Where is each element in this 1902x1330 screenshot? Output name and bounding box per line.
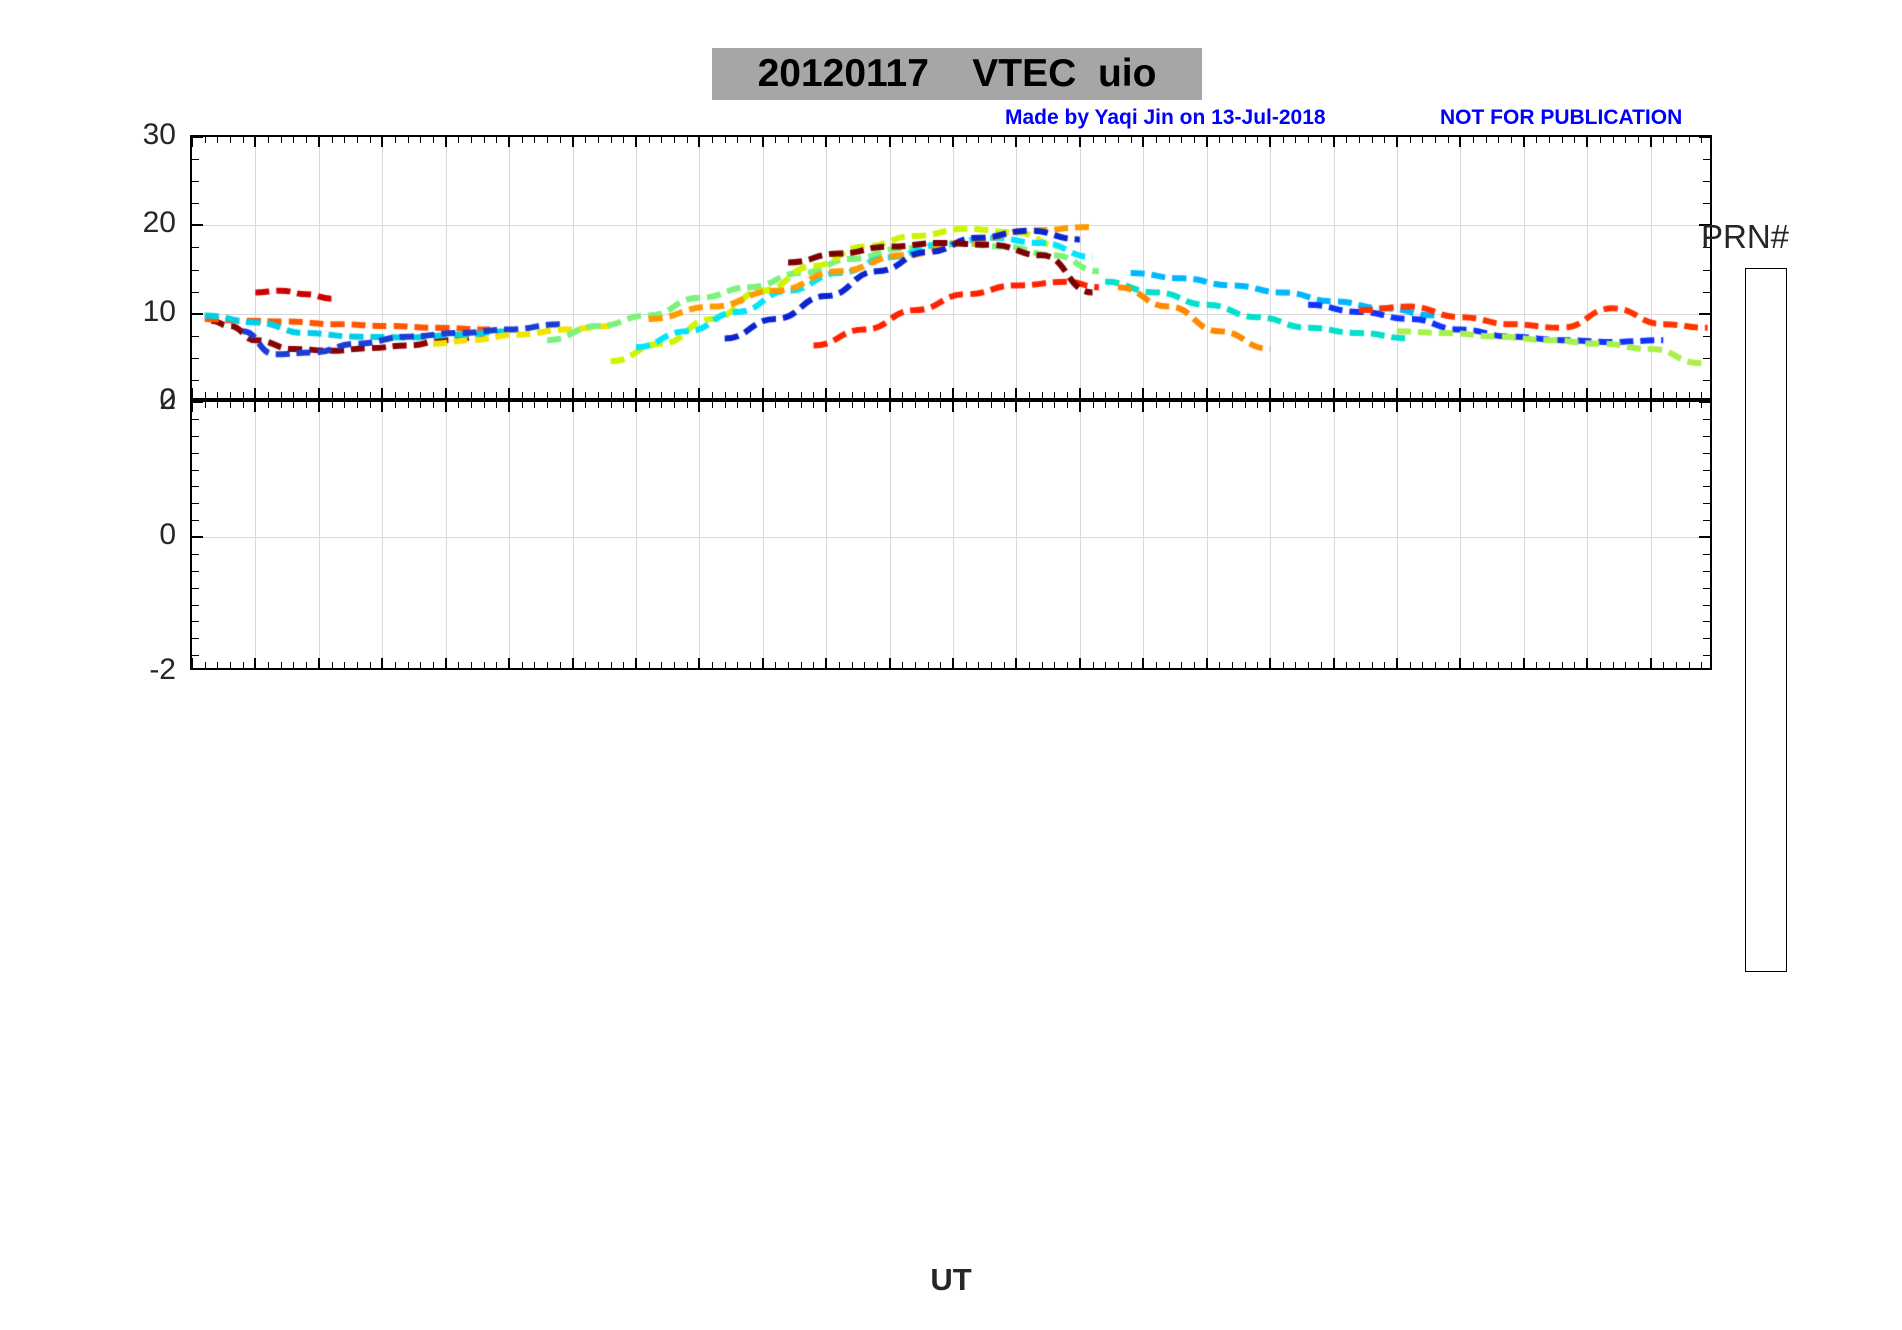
plot-panel-vtec — [190, 135, 1712, 400]
y-tick-label-vtec-0: 30 — [142, 118, 176, 151]
data-layer-rot — [192, 402, 1710, 668]
credit-line: Made by Yaqi Jin on 13-Jul-2018 NOT FOR … — [1005, 106, 1765, 132]
y-tick-label-vtec-2: 10 — [142, 294, 176, 328]
y-tick-label-rot-2: -2 — [149, 653, 176, 686]
x-axis-title: UT — [930, 1262, 972, 1297]
y-tick-label-rot-1: 0 — [159, 518, 176, 551]
page-title: 20120117 VTEC uio — [757, 52, 1157, 95]
data-layer-vtec — [192, 137, 1710, 398]
y-tick-label-rot-0: 2 — [159, 383, 176, 416]
y-tick-label-vtec-1: 20 — [142, 206, 176, 240]
publication-notice: NOT FOR PUBLICATION — [1440, 106, 1683, 129]
y-tick-label-vtec-3: 0 — [159, 383, 176, 416]
plot-panel-rot — [190, 400, 1712, 670]
plot-area-rot — [192, 402, 1710, 668]
credit-author: Made by Yaqi Jin on 13-Jul-2018 — [1005, 106, 1326, 129]
figure-title-box: 20120117 VTEC uio — [712, 48, 1202, 100]
colorbar-title: PRN# — [1701, 218, 1790, 255]
plot-area-vtec — [192, 137, 1710, 398]
colorbar[interactable] — [1745, 268, 1787, 972]
